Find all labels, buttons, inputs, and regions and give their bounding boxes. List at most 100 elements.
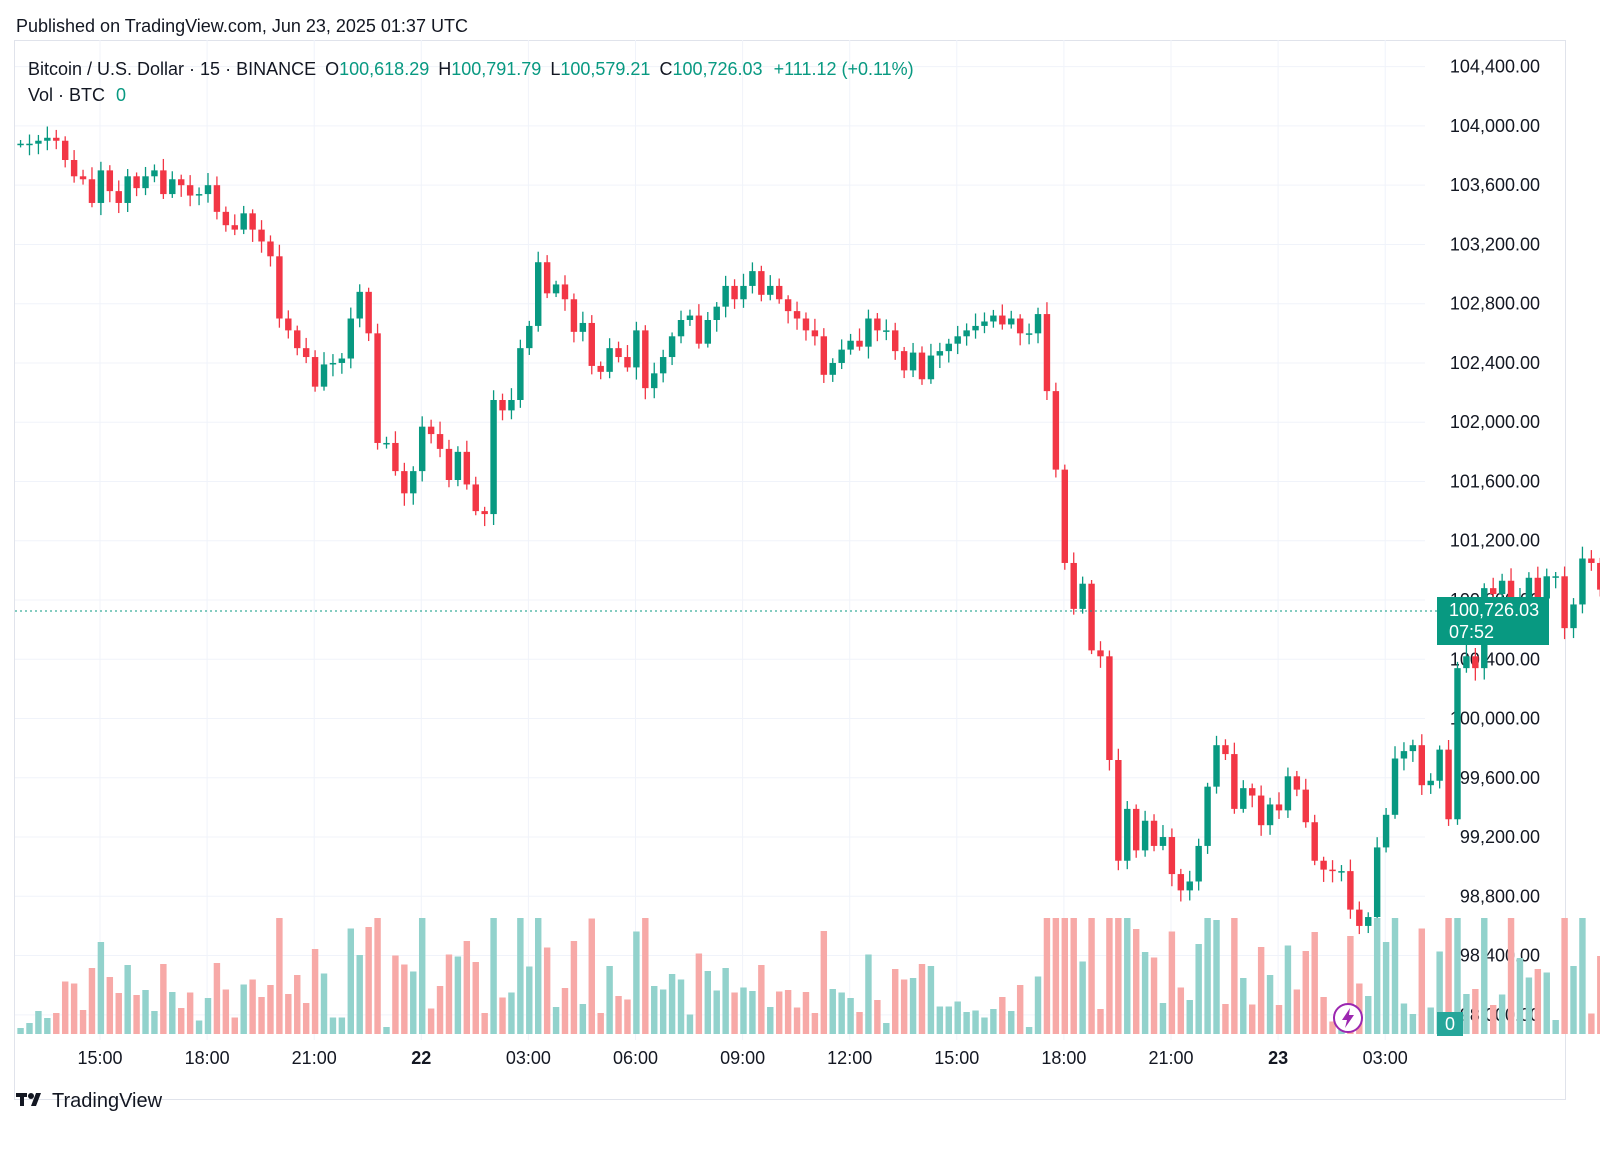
volume-bar	[1240, 978, 1247, 1034]
volume-bar	[1088, 918, 1095, 1034]
candle-body	[829, 362, 836, 375]
volume-bar	[1284, 945, 1292, 1034]
volume-bar	[374, 918, 381, 1034]
candle-body	[97, 170, 105, 203]
legend-volume-label[interactable]: Vol · BTC	[28, 85, 106, 105]
volume-bar	[1391, 918, 1399, 1034]
candle-body	[160, 170, 167, 195]
candle-body	[17, 143, 24, 146]
y-tick-label: 100,000.00	[1450, 709, 1540, 729]
volume-bar	[981, 1017, 988, 1034]
candle-body	[374, 333, 381, 443]
x-tick-label: 18:00	[1041, 1048, 1086, 1068]
volume-bar	[61, 981, 69, 1034]
x-tick-label: 15:00	[77, 1048, 122, 1068]
volume-bar	[740, 987, 747, 1034]
candle-body	[909, 352, 917, 371]
candle-body	[535, 262, 542, 326]
volume-bar	[142, 990, 149, 1034]
y-tick-label: 98,800.00	[1460, 886, 1540, 906]
volume-bar	[784, 990, 792, 1034]
volume-bar	[365, 927, 372, 1034]
volume-bar	[999, 997, 1006, 1034]
volume-bar	[463, 941, 471, 1034]
candle-body	[1008, 318, 1015, 325]
candle-body	[418, 426, 426, 472]
last-price-tag: 100,726.03 07:52	[1437, 597, 1549, 645]
candle-body	[811, 330, 819, 337]
volume-bar	[1329, 1021, 1336, 1034]
volume-bar	[106, 977, 114, 1034]
candle-body	[338, 358, 346, 363]
candle-body	[927, 355, 935, 380]
volume-bar	[1534, 969, 1542, 1034]
volume-bar	[811, 1013, 819, 1034]
volume-bar	[606, 966, 613, 1034]
candle-body	[749, 271, 756, 286]
volume-bar	[1365, 996, 1372, 1034]
volume-bar	[329, 1017, 337, 1034]
volume-bar	[1597, 956, 1600, 1034]
candle-body	[883, 330, 890, 332]
legend-low-label: L	[550, 59, 561, 79]
candle-body	[1186, 881, 1193, 891]
candle-body	[695, 315, 703, 344]
published-caption: Published on TradingView.com, Jun 23, 20…	[16, 16, 468, 36]
volume-bar	[347, 928, 355, 1034]
volume-bar	[1409, 1014, 1417, 1034]
volume-bar	[1141, 952, 1149, 1034]
candle-body	[231, 225, 238, 230]
candle-body	[1240, 788, 1247, 809]
y-tick-label: 101,600.00	[1450, 471, 1540, 491]
candle-body	[874, 318, 881, 331]
chart-legend: Bitcoin / U.S. Dollar · 15 · BINANCE O10…	[28, 56, 914, 108]
volume-bar	[624, 999, 631, 1034]
x-tick-label: 23	[1268, 1048, 1288, 1068]
lightning-icon[interactable]	[1332, 1002, 1364, 1034]
candle-body	[1266, 804, 1274, 826]
volume-bar	[79, 1010, 87, 1034]
candle-body	[1275, 804, 1283, 811]
volume-bar	[44, 1018, 51, 1034]
legend-symbol[interactable]: Bitcoin / U.S. Dollar · 15 · BINANCE	[28, 59, 317, 79]
candle-body	[1418, 745, 1426, 786]
candle-body	[35, 140, 42, 144]
candle-body	[1588, 558, 1595, 563]
candle-body	[383, 442, 390, 445]
volume-bar	[1097, 1009, 1104, 1034]
candle-body	[1347, 871, 1354, 910]
volume-bar	[35, 1011, 42, 1034]
tradingview-brand[interactable]: TradingView	[16, 1090, 162, 1113]
volume-bar	[410, 971, 417, 1034]
volume-bar	[749, 991, 756, 1034]
candle-body	[1498, 580, 1506, 595]
volume-bar	[115, 993, 122, 1034]
volume-bar	[1293, 989, 1301, 1034]
candle-body	[311, 357, 319, 387]
volume-bar	[802, 992, 810, 1034]
volume-bar	[240, 984, 247, 1034]
volume-bar	[285, 994, 292, 1034]
volume-bar	[1463, 994, 1470, 1034]
candle-body	[302, 348, 310, 358]
candle-body	[142, 176, 149, 189]
volume-bar	[1570, 966, 1577, 1034]
candle-body	[543, 262, 551, 294]
volume-bar	[392, 955, 399, 1034]
candle-body	[133, 176, 140, 189]
last-price-value: 100,726.03	[1449, 600, 1540, 620]
y-tick-label: 102,400.00	[1450, 353, 1540, 373]
x-tick-label: 03:00	[1363, 1048, 1408, 1068]
volume-bar	[1150, 957, 1158, 1034]
candle-body	[784, 299, 792, 312]
volume-bar	[320, 973, 328, 1034]
candle-body	[1365, 917, 1372, 926]
candle-body	[526, 325, 533, 349]
volume-bar	[499, 997, 506, 1034]
candle-body	[1400, 751, 1408, 759]
candle-body	[365, 291, 372, 334]
volume-bar	[427, 1008, 435, 1034]
volume-bar	[53, 1013, 60, 1034]
volume-bar	[204, 998, 212, 1034]
